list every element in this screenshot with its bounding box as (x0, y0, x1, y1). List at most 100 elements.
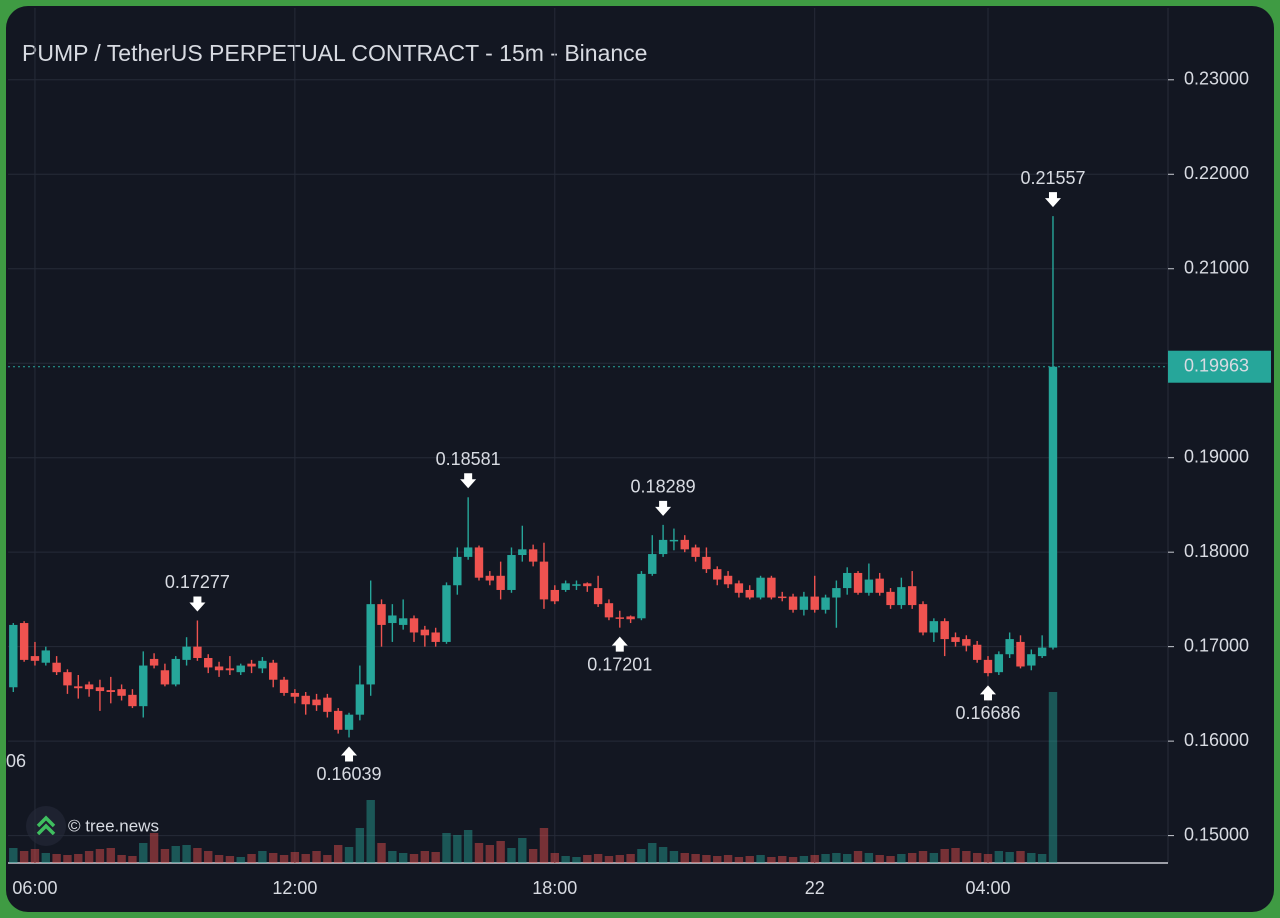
candle-body (637, 573, 646, 619)
volume-bar (658, 847, 668, 863)
watermark: © tree.news (68, 816, 159, 835)
x-tick-label: 22 (805, 878, 825, 898)
high-label: 0.17277 (165, 572, 230, 592)
volume-bar (518, 838, 527, 863)
panel (6, 6, 1274, 912)
volume-bar (734, 857, 744, 863)
volume-bar (247, 854, 256, 863)
candle-body (918, 604, 928, 633)
volume-bar (171, 846, 180, 863)
high-arrow (460, 473, 477, 489)
volume-bar (615, 855, 624, 863)
candle-body (853, 572, 863, 593)
y-tick-label: 0.19000 (1184, 446, 1249, 466)
candle-body (507, 555, 516, 590)
x-tick-label: 06:00 (12, 878, 57, 898)
candle-body (30, 656, 40, 661)
candle-body (474, 547, 484, 578)
volume-bar (940, 849, 949, 863)
candle-body (669, 539, 679, 542)
candle-body (409, 618, 419, 633)
volume-bar (669, 851, 679, 863)
volume-bar (507, 848, 516, 863)
volume-bar (788, 857, 798, 863)
volume-bar (398, 853, 408, 863)
candle-body (648, 554, 657, 574)
x-tick-label: 18:00 (532, 878, 577, 898)
candle-body (875, 578, 884, 593)
watermark-icon (36, 815, 56, 836)
low-arrow (611, 636, 628, 652)
volume-bar (550, 853, 559, 863)
volume-bar (1016, 851, 1025, 863)
candle-body (972, 644, 982, 660)
candle-body (907, 586, 917, 606)
volume-bar (312, 851, 321, 863)
candle-body (442, 585, 451, 642)
x-tick-label: 04:00 (965, 878, 1010, 898)
low-label: 0.16039 (316, 764, 381, 784)
volume-bar (442, 833, 451, 863)
y-tick-label: 0.21000 (1184, 258, 1249, 278)
candle-body (214, 666, 224, 671)
candle-body (149, 658, 159, 666)
volume-bar (485, 845, 495, 863)
volume-bar (366, 800, 375, 863)
candle-body (691, 547, 700, 557)
volume-bar (279, 855, 289, 863)
candle-body (1016, 641, 1025, 667)
volume-bar (561, 856, 570, 863)
candle-body (193, 646, 202, 658)
candle-body (962, 639, 971, 646)
low-arrow (980, 685, 996, 701)
volume-bar (918, 851, 928, 863)
candle-body (63, 672, 72, 686)
candle-body (994, 654, 1004, 673)
volume-bar (972, 853, 982, 863)
volume-bar (63, 855, 72, 863)
candle-body (702, 556, 711, 570)
candle-body (897, 587, 906, 606)
volume-bar (648, 843, 657, 863)
volume-bar (128, 856, 137, 863)
candle-body (279, 679, 289, 693)
volume-bar (994, 851, 1004, 863)
high-arrow (1044, 192, 1061, 208)
x-tick-label: 12:00 (272, 878, 317, 898)
volume-bar (832, 853, 841, 863)
volume-bar (680, 853, 689, 863)
volume-bar (929, 853, 939, 863)
volume-bar (583, 855, 592, 863)
candle-body (204, 657, 213, 668)
volume-bar (821, 854, 830, 863)
volume-bar (431, 852, 440, 863)
volume-bar (1037, 854, 1047, 863)
volume-bar (301, 854, 310, 863)
candle-body (983, 659, 993, 674)
candle-body (485, 575, 495, 581)
volume-bar (691, 854, 700, 863)
candle-body (604, 603, 614, 618)
candle-body (951, 637, 960, 642)
volume-bar (463, 830, 473, 863)
volume-bar (290, 852, 300, 863)
candle-body (377, 604, 386, 625)
volume-bar (626, 854, 635, 863)
candle-body (106, 690, 115, 692)
candle-body (518, 549, 527, 556)
high-label: 0.18289 (631, 477, 696, 497)
candle-body (593, 588, 603, 605)
candle-body (225, 668, 235, 671)
volume-bar (745, 856, 754, 863)
candle-body (344, 714, 354, 730)
candle-body (236, 665, 245, 673)
candle-body (821, 597, 830, 610)
candle-body (810, 596, 819, 610)
volume-bar (160, 849, 170, 863)
candle-body (539, 561, 549, 600)
candle-body (366, 604, 375, 685)
candle-body (929, 621, 939, 633)
volume-bar (886, 856, 895, 863)
candle-body (1005, 639, 1014, 655)
